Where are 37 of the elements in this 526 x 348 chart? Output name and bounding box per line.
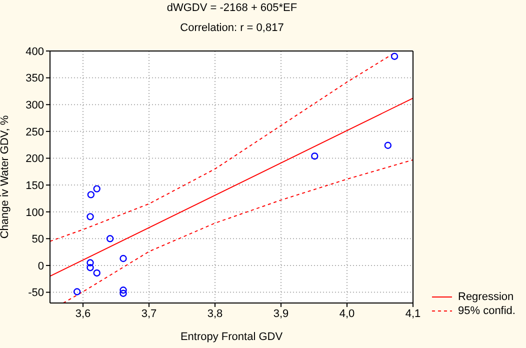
y-tick-label: 150 [26, 180, 44, 192]
legend-label: Regression [458, 291, 514, 303]
point [86, 213, 94, 220]
chart-subtitle: Correlation: r = 0,817 [179, 22, 285, 34]
y-tick-label: 400 [26, 46, 44, 58]
point [87, 191, 95, 198]
x-axis-title: Entropy Frontal GDV [180, 331, 284, 343]
point [384, 142, 392, 149]
x-tick-label: 4,0 [339, 308, 355, 320]
point [86, 264, 94, 272]
chart-title: dWGDV = -2168 + 605*EF [166, 2, 298, 14]
point [93, 185, 100, 192]
x-tick-label: 3,9 [273, 308, 289, 320]
x-tick-label: 3,8 [207, 308, 223, 320]
point [390, 52, 398, 60]
line-series [62, 159, 413, 303]
legend-label: 95% confid. [458, 305, 516, 317]
point [73, 288, 81, 296]
y-tick-label: 0 [38, 260, 44, 272]
y-tick-label: 200 [26, 153, 44, 166]
point [120, 254, 127, 262]
point [120, 286, 127, 294]
point [93, 269, 100, 277]
point [120, 290, 127, 297]
y-tick-label: -50 [28, 287, 44, 300]
x-tick-label: 3,7 [141, 308, 157, 320]
y-tick-label: 300 [26, 100, 44, 112]
y-tick-label: 250 [26, 126, 44, 138]
y-tick-label: 50 [32, 234, 44, 246]
x-tick-label: 3,6 [75, 308, 91, 320]
y-tick-label: 350 [26, 72, 44, 85]
point [86, 259, 94, 266]
x-tick-label: 4,1 [405, 308, 421, 320]
y-axis-title: Change iv Water GDV, % [0, 115, 11, 239]
y-tick-label: 100 [26, 206, 44, 219]
point [311, 152, 318, 160]
point [106, 235, 114, 242]
